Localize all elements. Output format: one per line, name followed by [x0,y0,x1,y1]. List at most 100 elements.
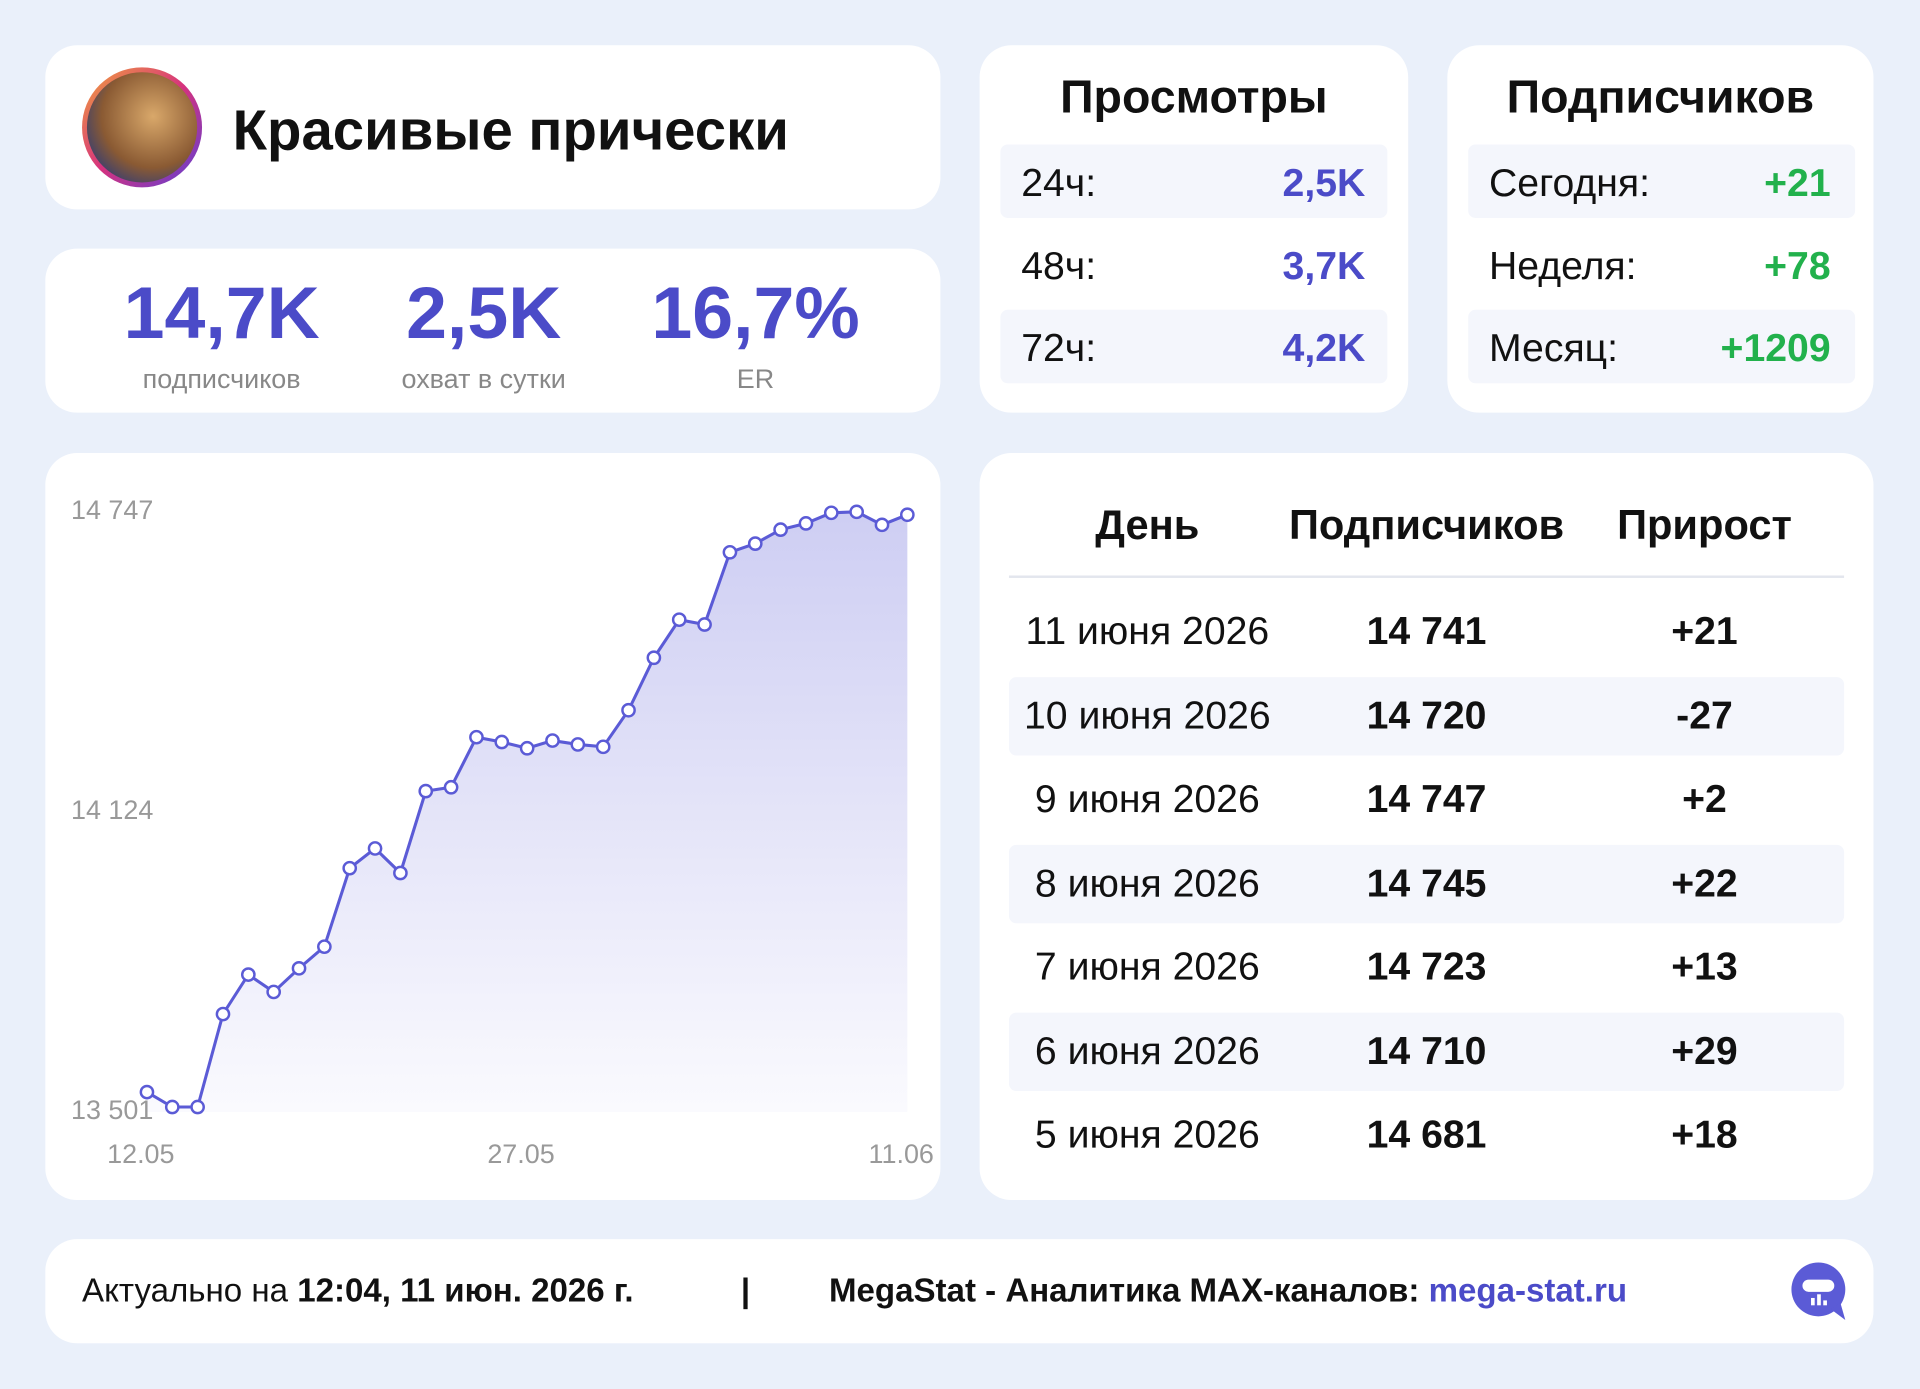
point [849,504,865,520]
point [317,939,332,955]
footer-prefix: Актуально на [82,1272,288,1309]
footer-separator: | [740,1272,751,1309]
row-label: 72ч: [1021,325,1097,370]
point [469,729,484,745]
subscribers: 14 747 [1366,776,1487,821]
avatar [82,67,203,188]
subscribers: 14 723 [1366,944,1487,989]
point [418,783,434,799]
point [190,1099,205,1115]
point [164,1099,180,1115]
brand: MegaStat - Аналитика MAX-каналов: [828,1272,1420,1309]
point [874,517,890,533]
point [545,733,560,748]
row-background [1008,844,1845,923]
table-panel: День Подписчиков Прирост 11 июня 2026 14 741… [979,453,1874,1201]
growth: +18 [1671,1111,1738,1156]
channel-panel: Красивые прически [45,45,941,210]
column-header: Подписчиков [1288,502,1565,549]
row-value: 3,7K [1282,243,1366,288]
footer-timestamp: 12:04, 11 июн. 2026 г. [297,1272,634,1309]
point [697,617,712,632]
day: 10 июня 2026 [1024,692,1271,737]
y-tick-label: 14 124 [71,795,153,825]
column-header: Прирост [1617,502,1792,549]
stat-label: подписчиков [142,363,301,395]
row-background [1468,309,1856,384]
subscribers: 14 710 [1366,1027,1487,1073]
area [146,511,908,1112]
day: 9 июня 2026 [1034,776,1260,821]
header-rule [1008,575,1845,578]
subscribers: 14 720 [1366,692,1487,737]
chart: 13 501 14 124 14 747 12.05 27.05 11.06 [71,495,934,1169]
views-panel: Просмотры 24ч: 2,5K 48ч: 3,7K 72ч: 4,2K [979,45,1409,413]
stat-value: 14,7K [123,271,320,354]
y-tick-label: 13 501 [71,1095,153,1125]
row-value: +78 [1764,243,1831,288]
row-background [1008,676,1845,755]
stat-label: охват в сутки [401,363,566,395]
panel-title: Подписчиков [1506,72,1815,124]
point [494,734,510,750]
subscribers: 14 741 [1366,608,1487,653]
row-value: +21 [1764,160,1831,205]
site-link[interactable]: mega-stat.ru [1428,1272,1628,1309]
stat-value: 16,7% [651,271,860,354]
channel-title: Красивые прически [232,97,789,162]
panel-title: Просмотры [1060,72,1328,124]
point [671,612,687,628]
y-tick-label: 14 747 [71,495,153,525]
row-background [1008,1012,1845,1091]
x-tick-label: 27.05 [487,1139,554,1169]
point [798,516,814,531]
growth: +22 [1671,860,1738,905]
point [215,1006,231,1022]
row-label: Месяц: [1488,325,1618,370]
point [443,779,459,795]
row-label: 48ч: [1021,243,1097,288]
growth: -27 [1676,692,1733,737]
day: 6 июня 2026 [1034,1027,1260,1073]
growth: +29 [1671,1027,1738,1073]
point [139,1084,155,1100]
row-value: 4,2K [1282,325,1366,370]
point [823,505,839,521]
point [393,865,408,881]
point [595,739,611,755]
point [621,702,636,718]
row-label: Неделя: [1488,243,1637,288]
growth: +21 [1671,608,1738,653]
point [773,522,788,538]
day: 5 июня 2026 [1034,1111,1260,1156]
subscribers-panel: Подписчиков Сегодня: +21 Неделя: +78 Месяц: +1… [1447,45,1874,413]
row-background [1000,309,1388,384]
row-value: +1209 [1720,325,1831,370]
day: 8 июня 2026 [1034,860,1260,905]
row-value: 2,5K [1282,160,1366,205]
point [240,967,256,982]
footer-brand: MegaStat - Аналитика MAX-каналов: mega-s… [829,1272,1627,1310]
growth: +2 [1682,776,1727,821]
row-background [1468,144,1856,218]
point [570,737,586,752]
point [367,841,383,856]
row-background [1000,144,1388,218]
growth: +13 [1671,944,1738,989]
point [646,650,662,666]
footer: Актуально на 12:04, 11 июн. 2026 г. | Me… [45,1239,1874,1344]
subscribers: 14 745 [1366,860,1487,905]
point [519,740,535,756]
stat-label: ER [736,363,775,395]
point [900,507,915,523]
point [291,960,307,976]
x-tick-label: 11.06 [869,1139,934,1169]
stat-value: 2,5K [406,271,562,354]
chart-panel: 13 501 14 124 14 747 12.05 27.05 11.06 [45,453,941,1201]
point [747,536,763,551]
point [266,984,282,1000]
x-tick-label: 12.05 [107,1139,174,1169]
stats-panel: 14,7K подписчиков 2,5K охват в сутки 16,7% ER [45,248,941,413]
